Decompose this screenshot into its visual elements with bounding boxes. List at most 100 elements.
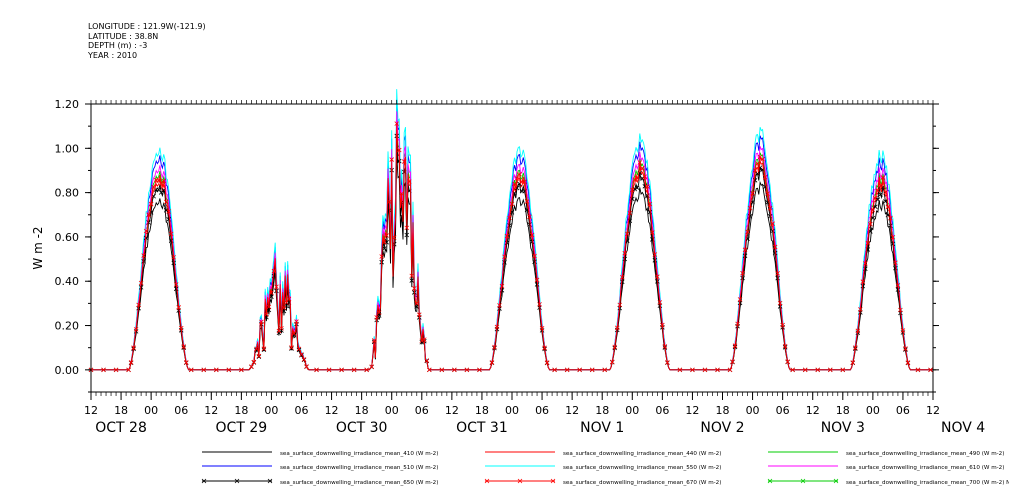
series-marker xyxy=(612,344,618,350)
series-marker xyxy=(419,338,425,344)
series-marker xyxy=(888,215,893,221)
series-marker xyxy=(652,258,658,263)
legend-marker xyxy=(550,478,556,484)
series-marker xyxy=(715,367,720,373)
x-tick-label: 12 xyxy=(685,404,699,417)
series-marker xyxy=(148,201,154,207)
series-marker xyxy=(782,343,788,349)
series-marker xyxy=(384,233,389,238)
series-marker xyxy=(141,259,146,264)
series-marker xyxy=(386,199,392,205)
series-marker xyxy=(371,338,377,343)
series-marker xyxy=(279,326,284,331)
series-marker xyxy=(850,360,856,365)
series-marker xyxy=(775,271,780,276)
x-tick-label: 00 xyxy=(746,404,760,417)
series-marker xyxy=(369,364,374,370)
series-marker xyxy=(777,300,783,306)
series-marker xyxy=(507,215,512,221)
series-marker xyxy=(256,354,262,360)
series-marker xyxy=(640,165,645,171)
series-line-7 xyxy=(91,123,933,371)
series-marker xyxy=(860,279,866,284)
series-marker xyxy=(381,246,387,251)
date-label: NOV 1 xyxy=(580,420,624,436)
series-marker xyxy=(893,260,898,266)
series-marker xyxy=(404,232,410,238)
series-marker xyxy=(261,346,267,351)
legend-label-3: sea_surface_downwelling_irradiance_mean_… xyxy=(280,465,438,471)
legend-label-5: sea_surface_downwelling_irradiance_mean_… xyxy=(846,465,1004,471)
series-marker xyxy=(269,290,274,296)
series-marker xyxy=(635,175,640,181)
series-marker xyxy=(602,367,608,373)
series-marker xyxy=(274,284,279,290)
series-marker xyxy=(176,305,181,310)
x-tick-label: 00 xyxy=(866,404,880,417)
series-marker xyxy=(439,367,445,373)
x-tick-label: 06 xyxy=(295,404,309,417)
series-marker xyxy=(885,212,891,218)
series-marker xyxy=(259,319,264,325)
series-marker xyxy=(171,254,176,260)
series-marker xyxy=(517,171,522,177)
series-marker xyxy=(858,307,863,312)
x-tick-label: 06 xyxy=(535,404,549,417)
series-marker xyxy=(915,367,921,373)
series-marker xyxy=(790,367,795,373)
series-marker xyxy=(424,358,430,363)
series-marker xyxy=(642,174,648,179)
legend-label-1: sea_surface_downwelling_irradiance_mean_… xyxy=(563,451,721,457)
series-marker xyxy=(747,205,753,211)
series-marker xyxy=(188,367,194,373)
series-marker xyxy=(880,175,886,180)
series-marker xyxy=(868,221,873,227)
series-marker xyxy=(404,225,410,231)
series-marker xyxy=(765,191,770,196)
series-marker xyxy=(113,367,119,373)
series-line-3 xyxy=(91,98,933,371)
series-marker xyxy=(760,156,765,162)
series-marker xyxy=(381,239,387,245)
series-line-1 xyxy=(91,128,933,371)
series-marker xyxy=(853,345,858,350)
series-marker xyxy=(624,231,630,237)
legend-marker xyxy=(767,478,773,484)
series-marker xyxy=(898,307,903,313)
series-marker xyxy=(537,302,542,307)
series-marker xyxy=(266,304,272,310)
series-marker xyxy=(752,168,758,173)
date-label: OCT 31 xyxy=(456,420,508,436)
series-marker xyxy=(379,254,384,259)
series-marker xyxy=(529,239,535,245)
series-marker xyxy=(855,328,861,334)
series-marker xyxy=(509,201,515,207)
series-marker xyxy=(264,312,269,317)
series-marker xyxy=(635,185,640,191)
series-marker xyxy=(928,367,933,373)
series-marker xyxy=(890,241,896,247)
series-marker xyxy=(539,326,545,331)
series-marker xyxy=(524,199,530,204)
legend-label-8: sea_surface_downwelling_irradiance_mean_… xyxy=(846,480,1009,486)
series-marker xyxy=(905,360,911,365)
series-marker xyxy=(409,273,415,279)
series-marker xyxy=(609,359,615,365)
series-marker xyxy=(895,283,901,288)
series-marker xyxy=(534,277,540,283)
series-marker xyxy=(201,367,207,373)
series-marker xyxy=(141,253,146,258)
x-tick-label: 12 xyxy=(926,404,940,417)
y-tick-label: 0.60 xyxy=(55,231,80,244)
series-marker xyxy=(251,359,257,365)
series-marker xyxy=(542,345,547,351)
series-marker xyxy=(143,235,149,241)
series-marker xyxy=(409,278,415,283)
series-marker xyxy=(401,159,407,164)
legend-label-4: sea_surface_downwelling_irradiance_mean_… xyxy=(563,465,721,471)
x-tick-label: 18 xyxy=(595,404,609,417)
series-marker xyxy=(239,367,244,373)
legend-marker xyxy=(800,478,806,484)
series-line-5 xyxy=(91,111,933,371)
series-marker xyxy=(662,344,668,349)
